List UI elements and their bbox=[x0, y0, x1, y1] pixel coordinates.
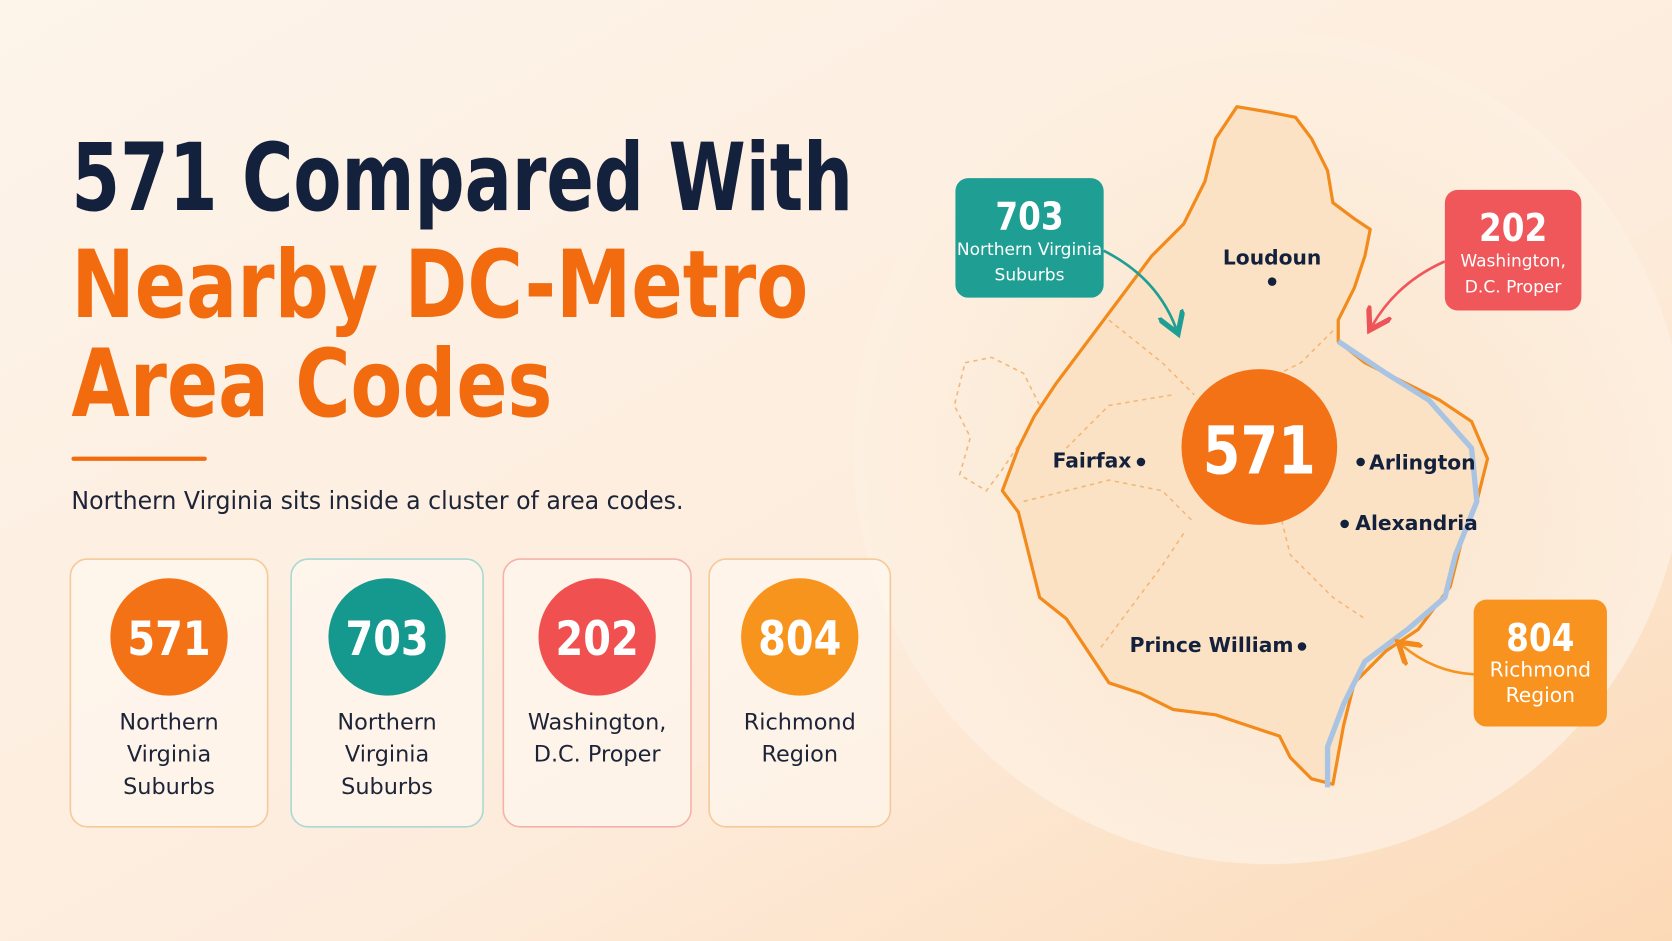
card-label: Northern bbox=[119, 710, 218, 736]
place-dot bbox=[1356, 457, 1365, 467]
card-badge bbox=[741, 578, 859, 696]
card-code: 571 bbox=[127, 612, 210, 667]
callout-label: Richmond bbox=[1490, 657, 1591, 681]
place-label: Prince William bbox=[1130, 633, 1294, 657]
callout-box bbox=[1444, 189, 1582, 311]
card-label: Region bbox=[761, 742, 838, 768]
callout-box bbox=[955, 178, 1104, 298]
place-label: Alexandria bbox=[1355, 511, 1478, 535]
card-label: Northern bbox=[337, 710, 436, 736]
callout-code: 804 bbox=[1506, 616, 1574, 661]
neighbor-outline bbox=[953, 356, 1041, 492]
card-badge bbox=[110, 578, 228, 696]
title-line: 571 Compared With bbox=[71, 124, 853, 233]
title-line: Area Codes bbox=[71, 330, 552, 439]
card-code: 804 bbox=[758, 612, 841, 667]
card-code: 703 bbox=[345, 612, 428, 667]
place-dot bbox=[1340, 519, 1349, 529]
title-rule bbox=[71, 456, 207, 461]
center-badge bbox=[1181, 369, 1338, 525]
place-label: Fairfax bbox=[1053, 448, 1132, 472]
card-code: 202 bbox=[556, 612, 639, 667]
callout-box bbox=[1473, 599, 1607, 727]
callout-code: 703 bbox=[995, 194, 1063, 239]
title-line: Nearby DC-Metro bbox=[71, 231, 808, 340]
place-label: Arlington bbox=[1369, 450, 1475, 474]
county-boundary bbox=[1023, 319, 1366, 652]
callout-label: D.C. Proper bbox=[1465, 277, 1563, 297]
card-label: Washington, bbox=[528, 710, 667, 736]
callout-arrow bbox=[1103, 249, 1177, 329]
center-code: 571 bbox=[1203, 413, 1316, 490]
card-label: Virginia bbox=[127, 742, 211, 768]
card-label: Virginia bbox=[345, 742, 429, 768]
callout-label: Suburbs bbox=[995, 266, 1065, 286]
callout-label: Washington, bbox=[1460, 252, 1566, 272]
place-dot bbox=[1136, 457, 1146, 467]
card-badge bbox=[328, 578, 446, 696]
place-dot bbox=[1297, 642, 1307, 651]
callout-label: Region bbox=[1506, 683, 1575, 707]
callout-label: Northern Virginia bbox=[957, 240, 1102, 260]
card-label: D.C. Proper bbox=[534, 742, 662, 768]
callout-code: 202 bbox=[1479, 206, 1547, 251]
place-label: Loudoun bbox=[1223, 246, 1321, 270]
card-label: Richmond bbox=[744, 710, 856, 736]
subtitle: Northern Virginia sits inside a cluster … bbox=[71, 486, 683, 515]
place-dot bbox=[1267, 277, 1277, 286]
callout-arrow bbox=[1372, 260, 1446, 325]
callout-arrow bbox=[1402, 645, 1474, 676]
river bbox=[1324, 339, 1480, 788]
card-label: Suburbs bbox=[123, 774, 215, 800]
card-label: Suburbs bbox=[341, 774, 433, 800]
card-badge bbox=[538, 578, 656, 696]
